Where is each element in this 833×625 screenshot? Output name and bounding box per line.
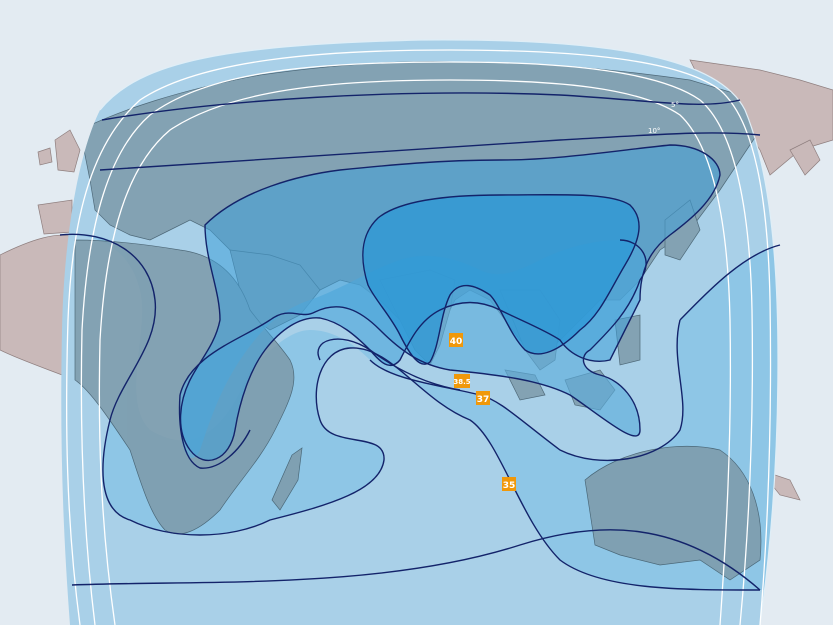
east-island-land xyxy=(789,139,821,176)
badge-37-box xyxy=(476,391,490,405)
elevation-lines xyxy=(65,49,772,625)
british-isles-land xyxy=(54,129,81,173)
elevation-label-10: 10° xyxy=(648,127,660,135)
elevation-label-5: 5° xyxy=(671,101,679,109)
badge-40-label: 40 xyxy=(450,337,463,347)
contour-37 xyxy=(179,239,647,437)
contour-outer-south xyxy=(71,529,761,591)
australia-covered xyxy=(584,445,762,581)
contour-north-2 xyxy=(99,132,761,171)
contour-35-pacific xyxy=(679,244,781,321)
badge-38-5: 38.5 xyxy=(453,374,471,388)
ireland-land xyxy=(37,147,53,166)
badge-35: 35 xyxy=(502,477,516,491)
badge-40-box xyxy=(449,333,463,347)
madagascar-covered xyxy=(271,447,303,511)
elevation-line-15 xyxy=(98,79,732,625)
badge-38-5-label: 38.5 xyxy=(453,378,470,386)
badge-40: 40 xyxy=(449,333,463,347)
badge-38-5-box xyxy=(454,374,470,388)
badge-37: 37 xyxy=(476,391,490,405)
contour-inner-south xyxy=(317,338,461,391)
elevation-line-10 xyxy=(80,61,754,625)
contour-outer-north xyxy=(101,92,741,121)
contour-40 xyxy=(362,194,640,365)
badge-37-label: 37 xyxy=(477,395,490,405)
zone-40-fill xyxy=(362,194,640,365)
elevation-line-5 xyxy=(65,49,772,625)
badge-35-label: 35 xyxy=(503,481,516,491)
iberia-land xyxy=(37,199,73,235)
footprint-border xyxy=(99,39,779,625)
badge-35-box xyxy=(502,477,516,491)
